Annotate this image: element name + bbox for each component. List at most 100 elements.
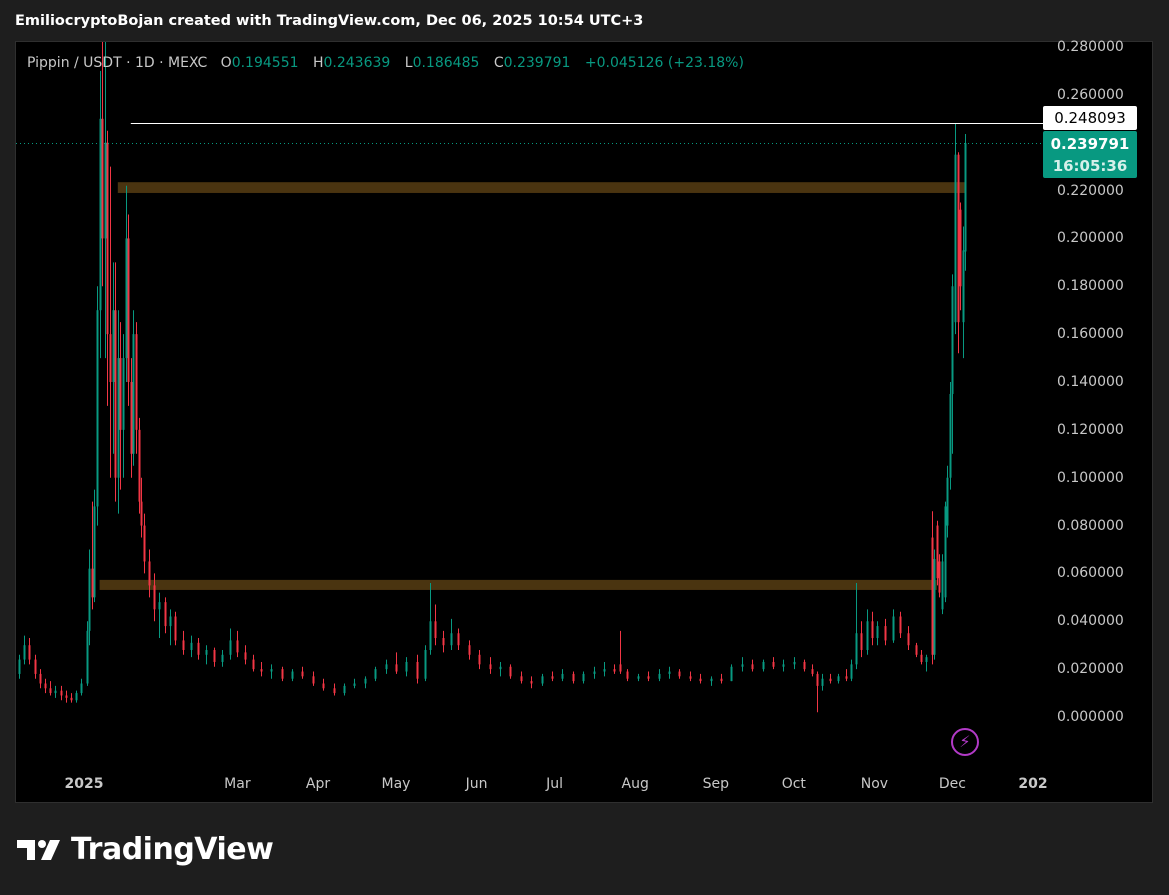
price-tick-label: 0.100000 bbox=[1057, 469, 1124, 486]
candle-body bbox=[936, 525, 939, 579]
candle bbox=[619, 630, 622, 674]
candle-body bbox=[60, 690, 63, 696]
price-tick-label: 0.260000 bbox=[1057, 86, 1124, 103]
candle-body bbox=[730, 666, 733, 682]
price-tick-label: 0.160000 bbox=[1057, 326, 1124, 343]
candle bbox=[699, 673, 702, 684]
candle-body bbox=[291, 671, 294, 679]
candle-body bbox=[509, 666, 512, 677]
candle bbox=[741, 657, 744, 672]
candle bbox=[148, 549, 151, 598]
candle bbox=[28, 638, 31, 665]
candle-body bbox=[772, 661, 775, 667]
last-price-label: 0.239791 16:05:36 bbox=[1043, 131, 1137, 178]
candle-body bbox=[637, 676, 640, 679]
candle-body bbox=[138, 429, 141, 502]
candle bbox=[197, 638, 200, 660]
candle-body bbox=[112, 310, 115, 382]
candle bbox=[803, 659, 806, 672]
candle bbox=[541, 673, 544, 686]
candle bbox=[920, 650, 923, 665]
time-tick-label: Apr bbox=[305, 776, 331, 792]
candle bbox=[668, 666, 671, 679]
candle bbox=[637, 673, 640, 682]
candle-body bbox=[416, 661, 419, 679]
candle-body bbox=[668, 671, 671, 674]
candle bbox=[925, 654, 928, 672]
time-tick-label: Nov bbox=[860, 776, 889, 792]
candle-body bbox=[530, 681, 533, 684]
candle bbox=[762, 659, 765, 672]
candle bbox=[117, 310, 120, 514]
candle bbox=[153, 573, 156, 622]
candle-body bbox=[793, 661, 796, 665]
candle-body bbox=[626, 671, 629, 679]
candle-body bbox=[860, 633, 863, 650]
candle-body bbox=[174, 616, 177, 641]
candle bbox=[959, 202, 962, 311]
candle-body bbox=[845, 676, 848, 679]
candle-body bbox=[468, 645, 471, 655]
candle bbox=[374, 666, 377, 682]
candle-body bbox=[39, 673, 42, 684]
candle-body bbox=[699, 678, 702, 682]
candle-body bbox=[49, 688, 52, 694]
candle-body bbox=[647, 676, 650, 679]
candle bbox=[385, 659, 388, 674]
candle-body bbox=[88, 568, 91, 631]
time-tick-label: Jul bbox=[546, 776, 564, 792]
candle bbox=[260, 661, 263, 677]
candle bbox=[281, 666, 284, 682]
candle-body bbox=[395, 664, 398, 672]
last-price: 0.239791 bbox=[1050, 135, 1130, 153]
time-tick-label: Aug bbox=[621, 776, 649, 792]
candle bbox=[520, 671, 523, 684]
candle bbox=[221, 650, 224, 667]
candle-body bbox=[678, 671, 681, 677]
candle bbox=[91, 501, 94, 610]
candle-body bbox=[434, 621, 437, 639]
candle bbox=[88, 549, 91, 646]
candle-body bbox=[93, 506, 96, 598]
candle-body bbox=[75, 693, 78, 701]
candle-body bbox=[182, 640, 185, 650]
candle bbox=[122, 334, 125, 478]
candle bbox=[489, 657, 492, 674]
candle-body bbox=[938, 561, 941, 593]
candle-body bbox=[114, 310, 117, 478]
candle-body bbox=[489, 664, 492, 670]
lightning-icon[interactable]: ⚡︎ bbox=[951, 728, 979, 756]
candle bbox=[229, 628, 232, 660]
symbol-info[interactable]: Pippin / USDT · 1D · MEXC bbox=[27, 55, 208, 71]
candle-body bbox=[850, 664, 853, 679]
candle bbox=[205, 645, 208, 665]
candle bbox=[964, 134, 967, 271]
bar-countdown: 16:05:36 bbox=[1052, 157, 1128, 175]
candle bbox=[65, 690, 68, 703]
candle-body bbox=[751, 664, 754, 670]
candle-body bbox=[353, 683, 356, 686]
candle bbox=[871, 611, 874, 646]
candle bbox=[626, 669, 629, 682]
candle-body bbox=[424, 650, 427, 679]
candle-body bbox=[811, 669, 814, 674]
candle bbox=[44, 678, 47, 694]
candle bbox=[395, 652, 398, 674]
candle-body bbox=[122, 358, 125, 430]
candle bbox=[364, 676, 367, 689]
candle bbox=[114, 262, 117, 502]
candle-body bbox=[148, 561, 151, 586]
candle bbox=[751, 659, 754, 672]
candle bbox=[301, 666, 304, 679]
candle-body bbox=[782, 664, 785, 667]
brand-name: TradingView bbox=[71, 832, 274, 867]
candle bbox=[75, 690, 78, 703]
candle bbox=[689, 671, 692, 682]
candle-body bbox=[954, 154, 957, 323]
horizontal-line-price-label: 0.248093 bbox=[1043, 106, 1137, 130]
candle-body bbox=[117, 358, 120, 478]
candle bbox=[933, 549, 936, 660]
time-tick-label: Oct bbox=[781, 776, 806, 792]
candle-body bbox=[104, 142, 107, 239]
